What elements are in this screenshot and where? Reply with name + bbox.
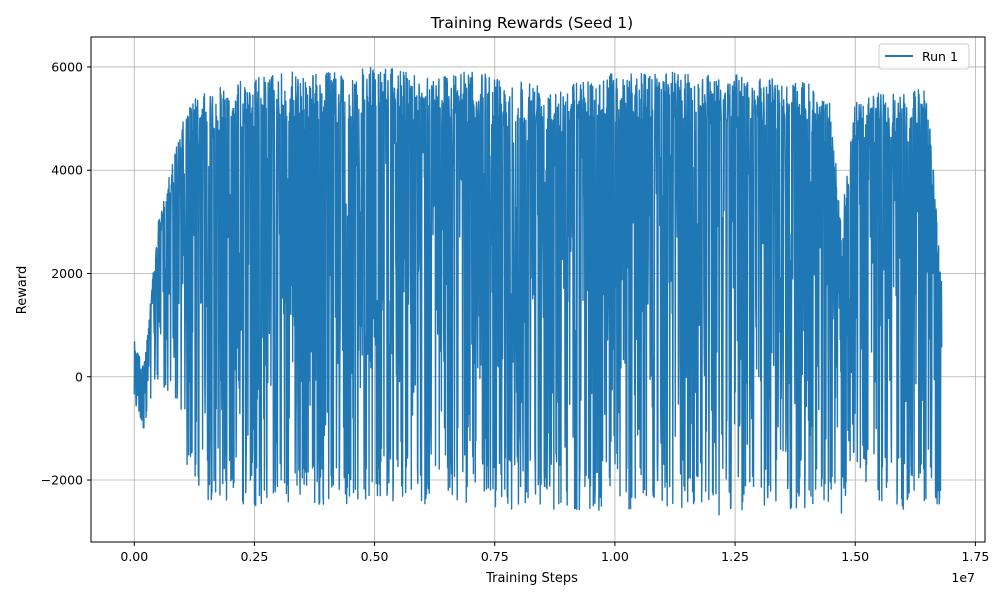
y-tick-label: 2000 [51,266,83,281]
legend-label-run-1: Run 1 [922,49,958,64]
y-tick-label: 4000 [51,163,83,178]
plot-frame [90,36,986,543]
x-tick-label: 1.50 [841,549,869,564]
y-tick-label: 6000 [51,59,83,74]
y-axis-label: Reward [15,266,30,314]
y-axis-ticks: −2000 0 2000 4000 6000 [41,59,91,488]
series-run-1 [133,66,943,516]
x-tick-label: 0.50 [361,549,389,564]
x-tick-label: 0.75 [481,549,509,564]
x-axis-ticks: 0.00 0.25 0.50 0.75 1.00 1.25 1.50 1.75 [120,542,989,564]
x-tick-label: 1.25 [721,549,749,564]
series-line-run-1 [133,66,943,516]
x-axis-label: Training Steps [485,571,578,586]
x-tick-label: 0.00 [120,549,148,564]
x-tick-label: 1.75 [961,549,989,564]
x-tick-label: 0.25 [240,549,268,564]
chart-title: Training Rewards (Seed 1) [430,14,633,32]
legend: Run 1 [878,43,970,70]
y-tick-label: −2000 [41,473,83,488]
x-tick-label: 1.00 [601,549,629,564]
legend-box [878,43,970,70]
y-tick-label: 0 [75,369,83,384]
x-axis-offset-label: 1e7 [951,570,975,585]
